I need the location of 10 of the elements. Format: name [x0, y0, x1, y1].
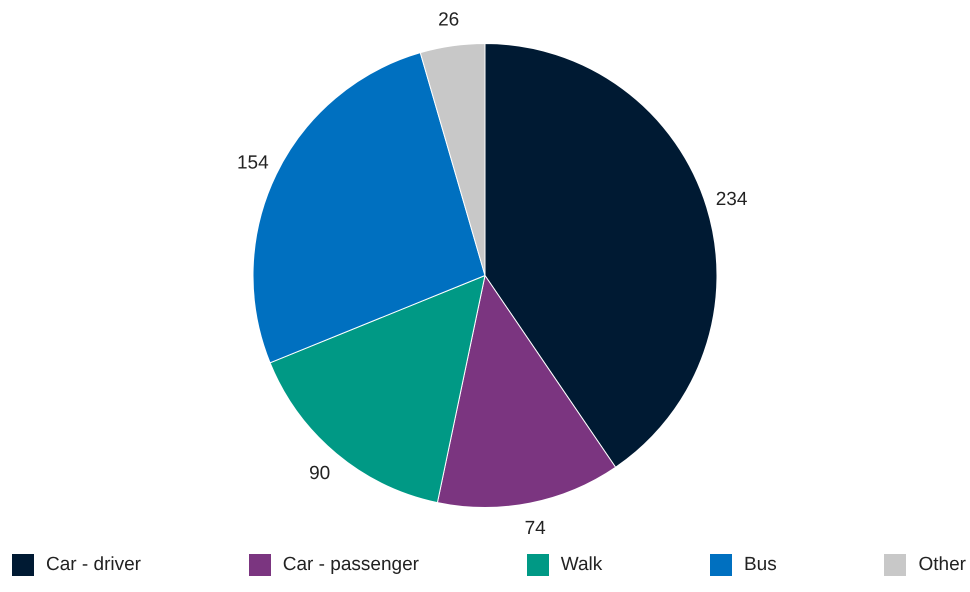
- data-label: 234: [716, 188, 748, 210]
- data-label: 26: [438, 9, 460, 30]
- legend-label: Bus: [744, 554, 777, 576]
- data-label: 90: [309, 462, 330, 484]
- legend-label: Car - driver: [46, 554, 142, 576]
- legend-label: Other: [918, 554, 966, 576]
- legend-label: Walk: [560, 554, 602, 576]
- legend-label: Car - passenger: [282, 554, 419, 576]
- data-label: 74: [524, 518, 546, 539]
- data-label: 154: [236, 152, 270, 174]
